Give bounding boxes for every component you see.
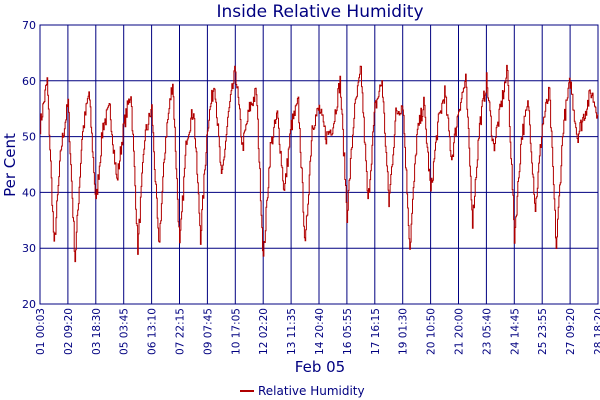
- x-tick-label: 27 09:20: [565, 308, 577, 355]
- x-tick-label: 16 05:55: [342, 308, 354, 355]
- x-tick-label: 21 20:00: [454, 308, 466, 355]
- x-tick-label: 17 16:15: [370, 308, 382, 355]
- y-tick-label: 50: [22, 131, 36, 144]
- chart-title: Inside Relative Humidity: [216, 2, 423, 22]
- y-tick-label: 30: [22, 242, 36, 255]
- x-tick-label: 02 09:20: [63, 308, 75, 355]
- x-tick-label: 23 05:40: [481, 308, 493, 355]
- y-tick-label: 60: [22, 75, 36, 88]
- x-tick-label: 06 13:10: [147, 308, 159, 355]
- x-tick-label: 24 14:45: [509, 308, 521, 355]
- x-tick-label: 14 20:40: [314, 308, 326, 355]
- plot-area: [39, 24, 599, 305]
- legend: Relative Humidity: [240, 384, 365, 398]
- y-tick-label: 20: [22, 298, 36, 311]
- y-tick-label: 70: [22, 19, 36, 32]
- x-axis-ticks: 01 00:03 02 09:20 03 18:30 05 03:45 06 13:10…: [35, 308, 600, 355]
- x-tick-label: 12 02:20: [258, 308, 270, 355]
- x-tick-label: 13 11:35: [286, 308, 298, 355]
- x-tick-label: 09 07:45: [202, 308, 214, 355]
- x-axis-label: Feb 05: [295, 358, 345, 376]
- x-tick-label: 19 01:30: [398, 308, 410, 355]
- y-axis-label: Per Cent: [1, 133, 19, 197]
- chart-grid: [39, 24, 599, 305]
- x-tick-label: 20 10:50: [426, 308, 438, 355]
- x-tick-label: 10 17:05: [230, 308, 242, 355]
- x-tick-label: 28 18:20: [593, 308, 600, 355]
- legend-label: Relative Humidity: [258, 384, 365, 398]
- x-tick-label: 01 00:03: [35, 308, 47, 355]
- y-tick-label: 40: [22, 186, 36, 199]
- x-tick-label: 03 18:30: [91, 308, 103, 355]
- x-tick-label: 25 23:55: [537, 308, 549, 355]
- series-line-relative-humidity: [40, 64, 599, 263]
- y-axis-ticks: 70 60 50 40 30 20: [22, 19, 36, 311]
- x-tick-label: 07 22:15: [175, 308, 187, 355]
- x-tick-label: 05 03:45: [119, 308, 131, 355]
